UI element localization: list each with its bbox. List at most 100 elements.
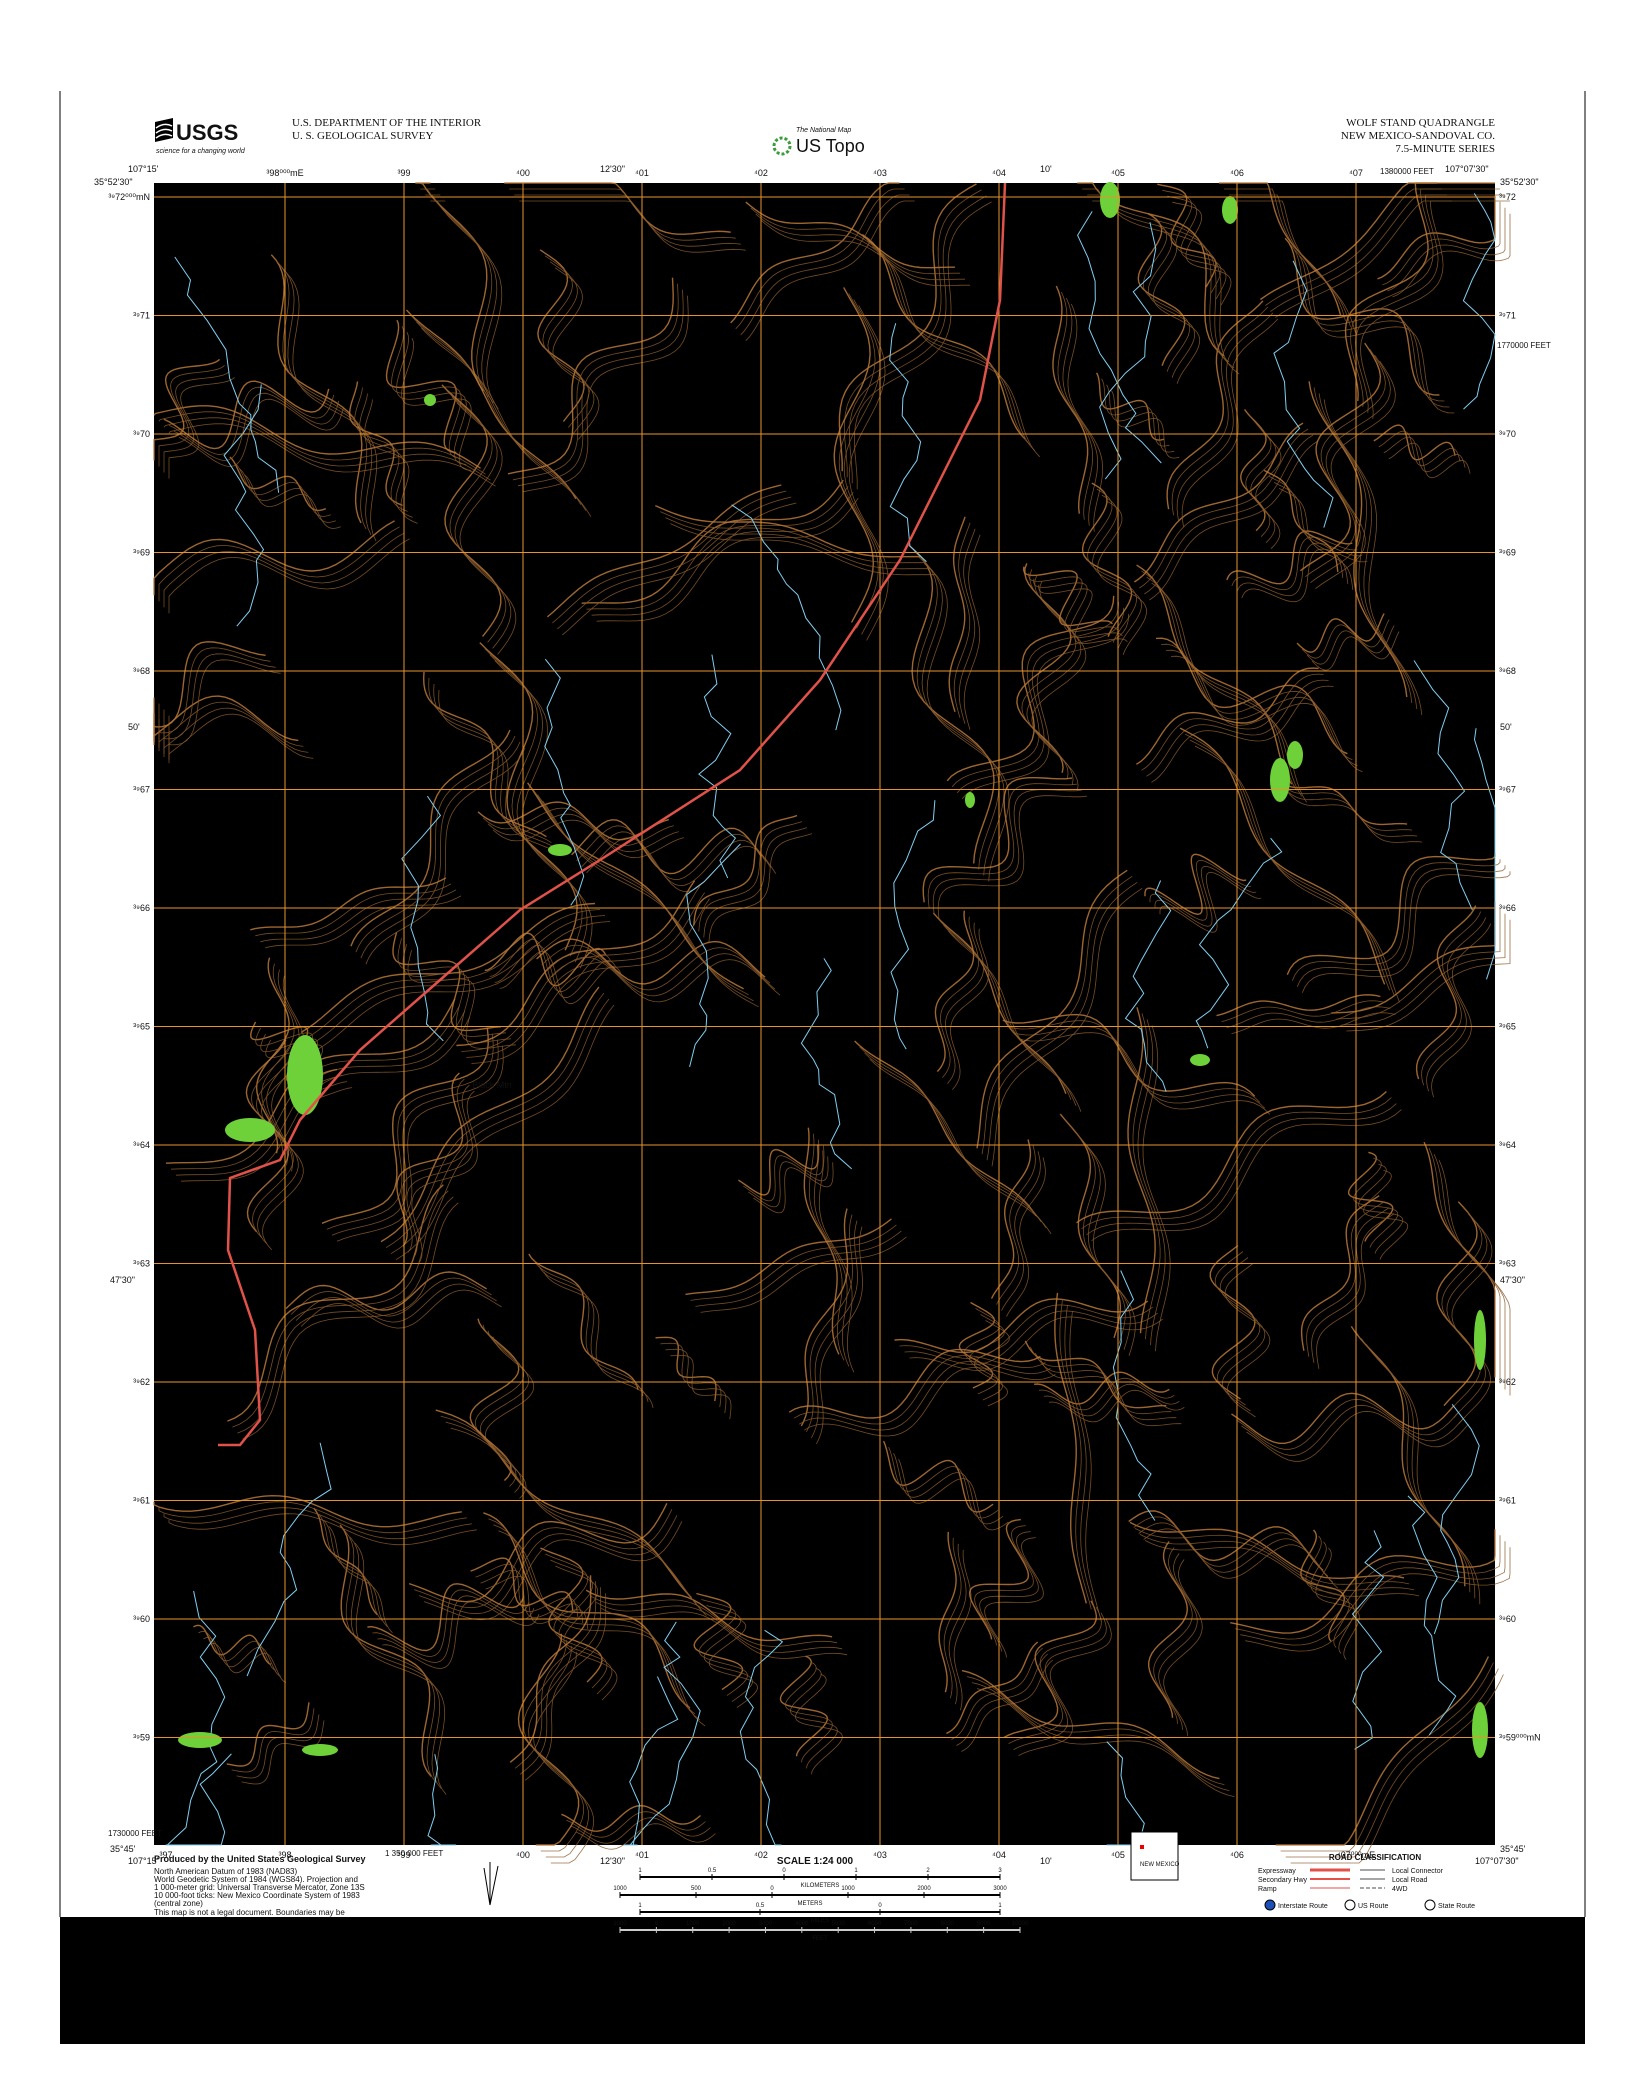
contour xyxy=(893,1452,1004,1525)
contour xyxy=(466,892,705,1058)
contour xyxy=(1166,300,1264,510)
contour xyxy=(250,1045,294,1239)
contour xyxy=(1057,291,1093,520)
road-type: Ramp xyxy=(1258,1886,1277,1893)
contour xyxy=(546,950,776,997)
easting-label: ⁴02 xyxy=(754,168,768,178)
contour xyxy=(1028,572,1118,632)
contour xyxy=(1219,1257,1266,1412)
contour xyxy=(397,938,506,1037)
contour xyxy=(1441,1207,1483,1412)
contour xyxy=(280,266,373,536)
contour xyxy=(949,928,990,1090)
contour xyxy=(489,938,612,993)
scale-label: 0 xyxy=(782,1868,786,1874)
contour xyxy=(1299,342,1382,572)
map-area xyxy=(154,183,1495,1845)
notes: North American Datum of 1983 (NAD83)Worl… xyxy=(154,1867,365,1908)
contour xyxy=(990,1139,1032,1299)
contour xyxy=(1451,1219,1493,1424)
contour xyxy=(894,1298,1149,1354)
contour xyxy=(163,707,309,754)
contour xyxy=(1171,306,1269,516)
contour xyxy=(401,1078,468,1253)
contour xyxy=(407,950,516,1049)
contour xyxy=(968,1314,1005,1401)
contour xyxy=(1299,255,1455,414)
contour xyxy=(1133,422,1304,583)
easting-label: ⁴00 xyxy=(516,168,530,178)
contour xyxy=(788,1348,1041,1419)
northing-label: ³⁹60 xyxy=(133,1614,150,1624)
contour xyxy=(811,1220,858,1439)
contour xyxy=(848,195,987,484)
corner-lat: 35°45' xyxy=(110,1844,136,1854)
contour xyxy=(469,1318,520,1481)
corner-lon: 107°07'30" xyxy=(1475,1856,1519,1866)
contour xyxy=(1137,1019,1166,1346)
contour xyxy=(1272,774,1408,826)
contour xyxy=(1310,1541,1355,1654)
stream xyxy=(739,1629,784,1846)
contour xyxy=(1152,231,1201,384)
contour xyxy=(867,240,1031,446)
contour xyxy=(542,800,759,1008)
contour xyxy=(1310,354,1391,584)
contour xyxy=(348,381,403,507)
road-type: Secondary Hwy xyxy=(1258,1877,1308,1884)
scale-label: 4000 xyxy=(795,1921,809,1927)
contour xyxy=(425,194,498,404)
contour xyxy=(456,880,696,1047)
contour xyxy=(1363,1169,1409,1260)
contour xyxy=(168,538,410,614)
contour xyxy=(411,315,582,505)
contour xyxy=(360,741,521,959)
contour xyxy=(1241,548,1368,603)
contour xyxy=(178,398,345,468)
vegetation xyxy=(178,182,1488,1758)
contour xyxy=(800,1208,849,1427)
contour xyxy=(391,326,462,459)
contour xyxy=(1176,312,1274,522)
vegetation-patch xyxy=(287,1035,323,1115)
contour xyxy=(354,387,408,512)
contour xyxy=(693,1592,744,1691)
contour xyxy=(237,1196,454,1434)
contour xyxy=(1230,1529,1496,1634)
contour xyxy=(198,1630,277,1671)
easting-label: ⁴07⁰⁰⁰mE xyxy=(1337,1850,1375,1860)
contour xyxy=(1039,1377,1175,1411)
contour xyxy=(470,1557,574,1612)
contour xyxy=(938,918,1072,1100)
stream xyxy=(1473,728,1496,980)
contour xyxy=(416,321,587,511)
contour xyxy=(932,912,1067,1094)
contour xyxy=(958,1301,996,1389)
contour xyxy=(1074,1131,1136,1356)
contour xyxy=(872,246,1036,452)
contour xyxy=(670,1354,732,1420)
contour xyxy=(158,1501,467,1534)
contour xyxy=(153,695,299,742)
easting-label: ³99 xyxy=(397,1850,410,1860)
contour xyxy=(591,491,854,616)
contour xyxy=(545,1553,608,1689)
contour xyxy=(350,729,511,947)
stream xyxy=(890,800,936,1050)
series: 7.5-MINUTE SERIES xyxy=(1395,143,1495,155)
state-county: NEW MEXICO-SANDOVAL CO. xyxy=(1341,130,1495,142)
contour xyxy=(1280,1662,1494,1852)
contour xyxy=(385,319,458,454)
contour xyxy=(1226,530,1353,585)
stream xyxy=(401,795,444,1042)
contour xyxy=(336,1045,504,1242)
easting-label: ³99 xyxy=(397,168,410,178)
contour xyxy=(948,930,1082,1112)
logo-tagline: science for a changing world xyxy=(156,148,246,155)
contour xyxy=(1049,1389,1185,1423)
contour xyxy=(420,188,493,398)
contour xyxy=(385,992,605,1249)
contour xyxy=(1141,570,1298,791)
contour xyxy=(1018,1618,1112,1756)
northing-label: ³⁹67 xyxy=(1499,785,1516,795)
